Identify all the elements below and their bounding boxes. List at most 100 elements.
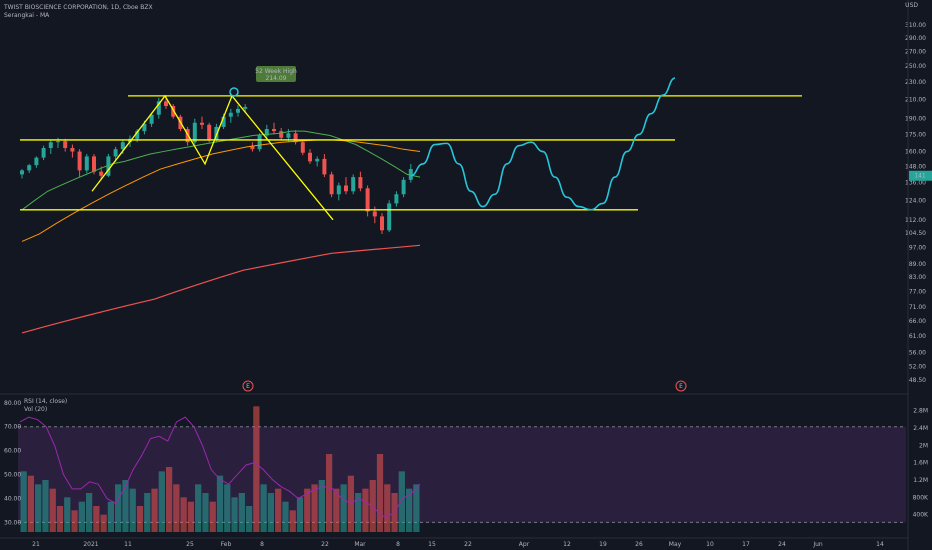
candle-body [113,149,118,157]
ma-green-line [21,130,421,211]
ma-red-line [21,244,421,334]
rsi-tick-label: 50.00 [4,472,21,479]
price-tick-label: 160.00 [905,149,926,156]
price-tick-label: 66.00 [909,318,926,325]
time-tick-label: Feb [221,541,232,548]
price-tick-label: 97.00 [909,244,926,251]
volume-bar [318,480,325,532]
volume-bar [362,488,369,532]
time-tick-label: 26 [635,541,643,548]
candle-body [358,177,363,189]
time-tick-label: May [669,541,682,548]
volume-bar [340,484,347,532]
price-tick-label: 52.00 [909,364,926,371]
candle-body [408,169,413,180]
volume-bar [165,467,173,532]
volume-bar [238,493,245,532]
time-tick-label: 2021 [83,541,98,548]
volume-bar [253,406,260,532]
volume-bar [42,480,49,532]
vol-label: Vol (20) [24,406,48,413]
volume-bar [355,493,362,532]
time-tick-label: 12 [563,541,571,548]
rsi-band [18,426,906,523]
price-tick-label: 270.00 [905,48,926,55]
price-tick-label: 89.00 [909,261,926,268]
volume-bar [216,475,224,532]
volume-tick-label: 800K [913,494,929,501]
candle-body [84,156,89,171]
volume-bar [311,484,318,532]
time-tick-label: 25 [186,541,194,548]
volume-bar [398,471,405,532]
rsi-tick-label: 70.00 [4,424,21,431]
volume-bar [136,506,144,532]
time-tick-label: Apr [519,541,530,548]
volume-bar [289,510,296,532]
volume-tick-label: 1.6M [913,460,928,467]
candle-body [329,174,334,195]
earnings-marker-label: E [246,383,250,390]
candle-body [387,203,392,231]
candle-body [272,129,276,132]
price-tick-label: 71.00 [909,304,926,311]
candle-body [264,129,269,136]
candle-body [394,194,399,204]
candle-body [351,177,356,192]
candle-body [300,142,305,153]
candle-body [63,141,68,149]
price-tick-label: 148.00 [905,163,926,170]
candle-body [120,142,125,150]
volume-bar [180,497,187,532]
candle-body [149,114,154,124]
rsi-line [19,416,421,519]
currency-label[interactable]: USD [905,2,918,9]
high-label-box [256,66,296,82]
main-legend: TWIST BIOSCIENCE CORPORATION, 1D, Cboe B… [4,4,153,20]
price-tick-label: 210.00 [905,97,926,104]
volume-bar [376,454,384,532]
candle-body [243,106,248,109]
price-tick-label: 61.00 [909,333,926,340]
candle-body [401,179,406,195]
price-tick-label: 230.00 [905,79,926,86]
candle-body [250,145,255,150]
price-badge [909,170,932,181]
volume-bar [195,484,202,532]
rsi-tick-label: 60.00 [4,448,21,455]
time-tick-label: 19 [599,541,607,548]
time-tick-label: 8 [260,541,264,548]
time-tick-label: Jun [812,541,823,548]
volume-bar [173,484,180,532]
rsi-tick-label: 80.00 [4,400,21,407]
candle-body [135,131,140,139]
volume-tick-label: 1.2M [913,477,928,484]
price-badge-value: 141 [914,173,926,180]
candle-body [221,116,226,127]
indicator-label: Serangkai - MA [4,12,50,19]
price-tick-label: 136.00 [905,180,926,187]
volume-bar [122,480,129,532]
candle-body [322,158,327,175]
volume-bar [151,488,158,532]
candle-body [293,133,298,143]
time-tick-label: 21 [32,541,40,548]
candle-body [372,211,377,217]
volume-bar [158,471,165,532]
candle-body [106,156,111,176]
volume-bar [129,488,136,532]
time-tick-label: 11 [124,541,132,548]
volume-bar [100,514,107,532]
candle-body [156,101,161,115]
candle-body [207,124,212,140]
volume-bar [224,484,231,532]
price-tick-label: 56.00 [909,349,926,356]
candle-body [77,151,82,171]
pattern-trendline [91,94,334,221]
volume-bar [93,506,100,532]
volume-bar [333,488,340,532]
volume-bar [144,493,151,532]
volume-bar [405,488,413,532]
candle-body [257,135,262,150]
